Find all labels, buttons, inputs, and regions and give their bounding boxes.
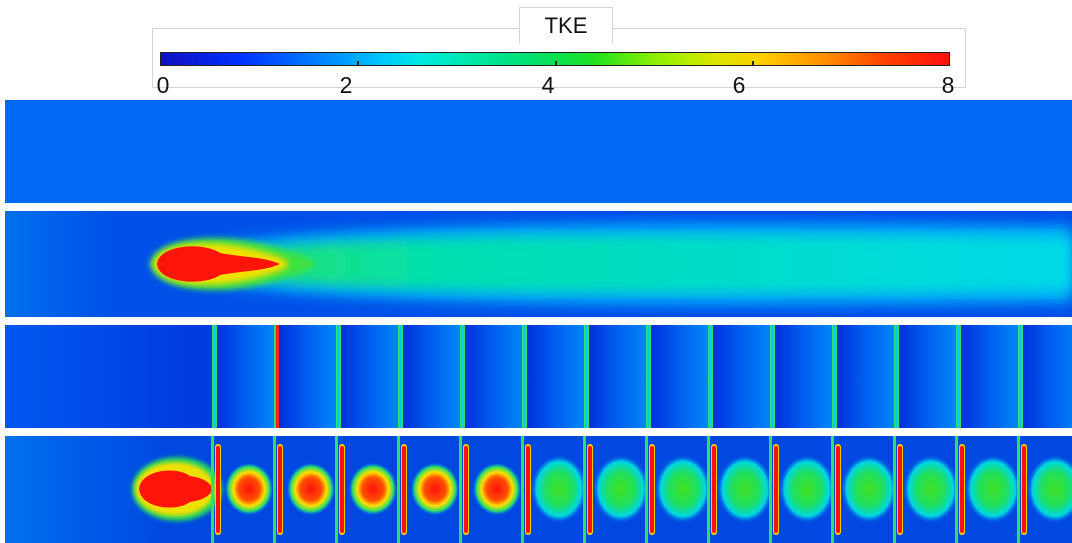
colorbar-tick-label-0: 0 (156, 72, 170, 98)
colorbar-tick (752, 61, 754, 66)
colorbar-tick-label-8: 8 (941, 72, 955, 98)
colorbar-tick-label-2: 2 (339, 72, 353, 98)
colorbar-tick (555, 61, 557, 66)
colorbar-tick-label-4: 4 (541, 72, 555, 98)
contour-panel-2 (5, 211, 1072, 317)
contour-panel-1 (5, 100, 1072, 203)
contour-panel-3 (5, 325, 1072, 428)
colorbar-tick (357, 61, 359, 66)
contour-panel-4 (5, 436, 1072, 543)
colorbar-tick-label-6: 6 (732, 72, 746, 98)
colorbar-title: TKE (519, 7, 613, 44)
